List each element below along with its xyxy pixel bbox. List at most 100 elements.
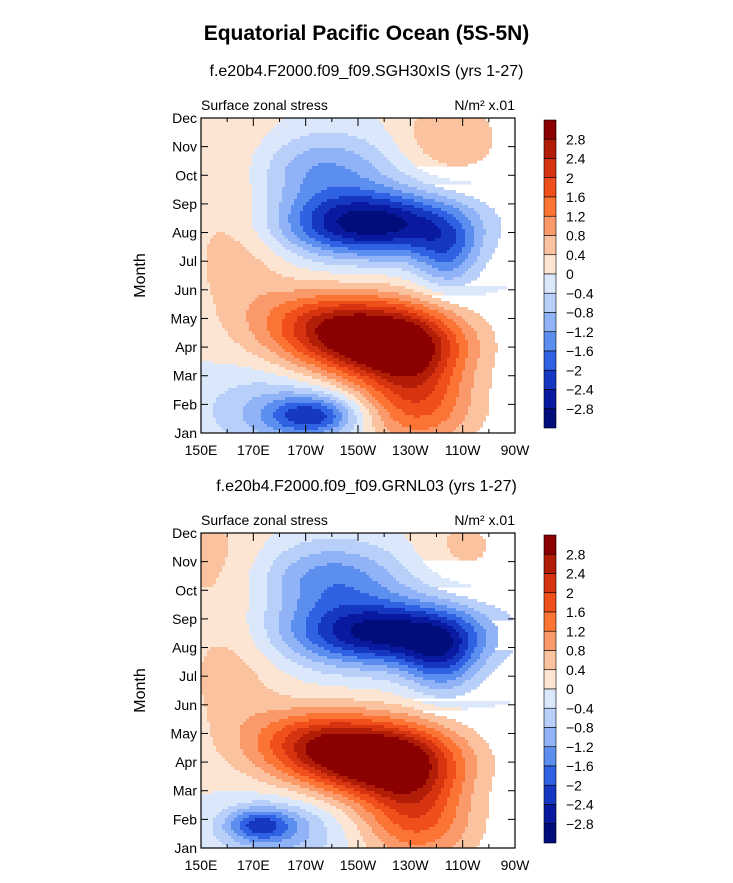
colorbar-label: 1.6: [566, 604, 586, 620]
colorbar-box: [543, 369, 557, 390]
x-tick-label: 170E: [237, 442, 270, 458]
subtitle-left: Surface zonal stress: [201, 97, 328, 113]
x-tick-label: 150E: [185, 442, 218, 458]
colorbar-label: −1.6: [566, 758, 594, 774]
colorbar-label: 2: [566, 585, 574, 601]
y-tick-label: Jun: [174, 282, 197, 298]
y-tick-label: Feb: [173, 396, 197, 412]
colorbar-label: −1.6: [566, 343, 594, 359]
colorbar-box: [543, 765, 557, 786]
colorbar-box: [543, 215, 557, 236]
colorbar-box: [543, 138, 557, 159]
colorbar-box: [543, 254, 557, 275]
y-tick-label: Apr: [175, 754, 197, 770]
figure-title: Equatorial Pacific Ocean (5S-5N): [203, 22, 530, 45]
y-tick-label: Mar: [173, 783, 197, 799]
colorbar-box: [543, 630, 557, 651]
colorbar-box: [543, 331, 557, 352]
colorbar-label: −0.8: [566, 720, 594, 736]
colorbar-box: [543, 688, 557, 709]
x-tick-label: 110W: [445, 857, 481, 873]
y-tick-label: Nov: [172, 554, 197, 570]
contour-field: [201, 118, 507, 433]
colorbar: 2.8 2.4 2 1.6 1.2 0.8 0.4 0 −0.4 −0.8 −1.2 −1.6 −2 −2…: [543, 534, 594, 844]
panel-1-title: f.e20b4.F2000.f09_f09.SGH30xIS (yrs 1-27…: [209, 63, 524, 80]
colorbar-label: 2.4: [566, 151, 586, 167]
colorbar-box: [543, 292, 557, 313]
y-tick-label: Oct: [175, 167, 197, 183]
colorbar-box: [543, 389, 557, 410]
y-tick-label: Sep: [172, 196, 197, 212]
colorbar-box: [543, 553, 557, 574]
y-tick-label: Aug: [172, 640, 197, 656]
y-tick-label: Jan: [174, 840, 197, 856]
subtitle-left: Surface zonal stress: [201, 512, 328, 528]
y-tick-label: Oct: [175, 582, 197, 598]
colorbar-label: 0.8: [566, 228, 586, 244]
y-axis-label: Month: [132, 668, 149, 712]
colorbar-label: −2: [566, 777, 582, 793]
colorbar-label: 1.2: [566, 208, 586, 224]
colorbar-label: 0: [566, 266, 574, 282]
colorbar-box: [543, 408, 557, 429]
x-tick-label: 150E: [185, 857, 218, 873]
colorbar-label: −0.4: [566, 700, 594, 716]
colorbar-box: [543, 119, 557, 140]
colorbar-box: [543, 312, 557, 333]
colorbar-box: [543, 669, 557, 690]
panel-2: Surface zonal stress N/m² x.01 Jan Feb Mar Ap…: [132, 512, 594, 873]
colorbar-label: −1.2: [566, 324, 594, 340]
colorbar: 2.8 2.4 2 1.6 1.2 0.8 0.4 0 −0.4 −0.8 −1.2 −1.6 −2 −2…: [543, 119, 594, 429]
y-tick-label: Apr: [175, 339, 197, 355]
colorbar-label: 0: [566, 681, 574, 697]
colorbar-label: 0.4: [566, 662, 586, 678]
contour-field: [201, 533, 513, 848]
y-tick-label: Dec: [172, 110, 197, 126]
y-tick-label: Dec: [172, 525, 197, 541]
colorbar-box: [543, 784, 557, 805]
colorbar-box: [543, 573, 557, 594]
y-tick-label: Feb: [173, 811, 197, 827]
colorbar-box: [543, 650, 557, 671]
x-tick-label: 90W: [501, 442, 531, 458]
y-axis-label: Month: [132, 253, 149, 297]
colorbar-label: 1.2: [566, 623, 586, 639]
x-tick-label: 110W: [445, 442, 481, 458]
panel-2-title: f.e20b4.F2000.f09_f09.GRNL03 (yrs 1-27): [216, 478, 517, 495]
y-tick-label: Aug: [172, 225, 197, 241]
y-tick-label: Jan: [174, 425, 197, 441]
colorbar-box: [543, 350, 557, 371]
x-tick-label: 130W: [392, 442, 429, 458]
y-tick-label: Sep: [172, 611, 197, 627]
subtitle-units: N/m² x.01: [454, 97, 515, 113]
colorbar-label: 0.4: [566, 247, 586, 263]
y-tick-label: Jul: [179, 668, 197, 684]
x-tick-label: 170E: [237, 857, 270, 873]
x-tick-label: 150W: [340, 442, 377, 458]
x-tick-label: 170W: [287, 442, 324, 458]
colorbar-label: −1.2: [566, 739, 594, 755]
colorbar-box: [543, 727, 557, 748]
colorbar-box: [543, 158, 557, 179]
y-tick-label: Jul: [179, 253, 197, 269]
colorbar-label: −0.4: [566, 285, 594, 301]
x-tick-label: 150W: [340, 857, 377, 873]
colorbar-box: [543, 235, 557, 256]
colorbar-label: 2.8: [566, 131, 586, 147]
colorbar-label: −0.8: [566, 305, 594, 321]
colorbar-label: −2.8: [566, 401, 594, 417]
colorbar-label: −2.8: [566, 816, 594, 832]
y-tick-label: May: [171, 725, 197, 741]
y-tick-label: Jun: [174, 697, 197, 713]
colorbar-box: [543, 611, 557, 632]
colorbar-box: [543, 823, 557, 844]
colorbar-box: [543, 177, 557, 198]
subtitle-units: N/m² x.01: [454, 512, 515, 528]
x-tick-label: 90W: [501, 857, 531, 873]
colorbar-label: 2.8: [566, 546, 586, 562]
colorbar-box: [543, 746, 557, 767]
panel-1: Surface zonal stress N/m² x.01 Jan Feb Mar Ap…: [132, 97, 594, 458]
y-tick-label: Mar: [173, 368, 197, 384]
colorbar-box: [543, 534, 557, 555]
colorbar-box: [543, 592, 557, 613]
